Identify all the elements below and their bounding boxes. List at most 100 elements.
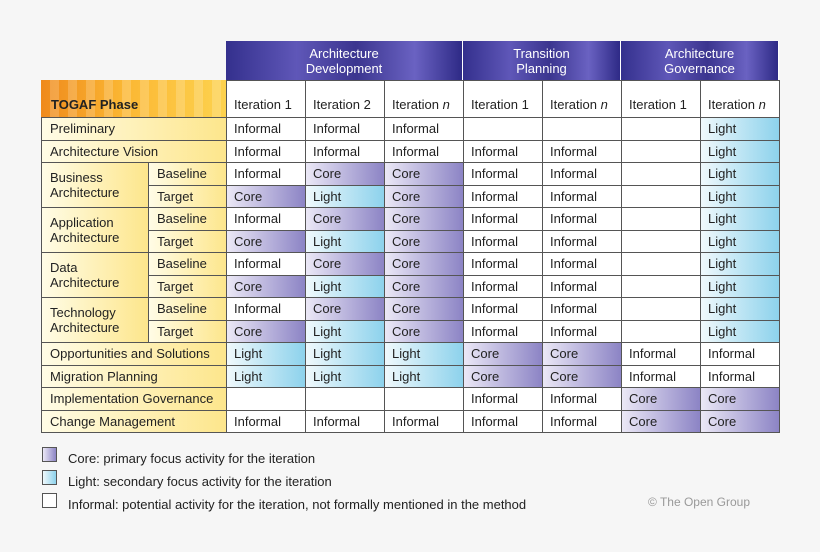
- table-cell: Core: [700, 387, 779, 410]
- iteration-word: Iteration: [471, 97, 518, 112]
- phase-label: Business Architecture: [41, 162, 148, 207]
- table-cell: Informal: [384, 139, 463, 162]
- table-cell: [621, 162, 700, 185]
- sub-phase-label: Baseline: [148, 162, 226, 185]
- table-cell: Informal: [463, 139, 542, 162]
- table-cell: Light: [700, 207, 779, 230]
- iteration-word: Iteration: [313, 97, 360, 112]
- table-cell: Informal: [226, 297, 305, 320]
- table-cell: Light: [305, 184, 384, 207]
- iteration-header: Iteration 1: [226, 80, 305, 117]
- phase-label: Data Architecture: [41, 252, 148, 297]
- legend-text: Informal: potential activity for the ite…: [68, 497, 527, 512]
- table-cell: Core: [384, 229, 463, 252]
- table-cell: Light: [700, 139, 779, 162]
- table-cell: Informal: [463, 229, 542, 252]
- iteration-index: 2: [363, 97, 371, 112]
- table-cell: Informal: [463, 274, 542, 297]
- table-cell: [463, 117, 542, 140]
- legend-swatch: [42, 470, 57, 485]
- phase-label: Implementation Governance: [41, 387, 226, 410]
- table-cell: Light: [700, 117, 779, 140]
- iteration-word: Iteration: [629, 97, 676, 112]
- iteration-word: Iteration: [392, 97, 439, 112]
- table-cell: Light: [305, 229, 384, 252]
- iteration-header: Iteration 1: [621, 80, 700, 117]
- table-cell: Informal: [226, 139, 305, 162]
- table-cell: Informal: [463, 207, 542, 230]
- table-cell: Informal: [700, 364, 779, 387]
- table-cell: Light: [700, 274, 779, 297]
- phase-label: Migration Planning: [41, 364, 226, 387]
- table-cell: Informal: [463, 297, 542, 320]
- table-cell: Light: [384, 342, 463, 365]
- sub-phase-label: Target: [148, 274, 226, 297]
- legend-swatch: [42, 493, 57, 508]
- phase-header: TOGAF Phase: [41, 80, 226, 117]
- table-cell: Informal: [226, 409, 305, 432]
- table-cell: Informal: [542, 139, 621, 162]
- table-cell: Informal: [542, 207, 621, 230]
- group-header-line: Development: [305, 61, 383, 76]
- table-cell: [621, 297, 700, 320]
- table-cell: Core: [384, 184, 463, 207]
- table-cell: Core: [463, 342, 542, 365]
- table-cell: Core: [384, 162, 463, 185]
- table-cell: [226, 387, 305, 410]
- table-cell: [621, 252, 700, 275]
- table-cell: Core: [305, 297, 384, 320]
- table-cell: Light: [700, 184, 779, 207]
- table-cell: Informal: [226, 252, 305, 275]
- group-header-line: Architecture: [664, 46, 735, 61]
- iteration-header: Iteration 1: [463, 80, 542, 117]
- copyright: © The Open Group: [648, 495, 751, 509]
- table-cell: Core: [700, 409, 779, 432]
- table-cell: Informal: [542, 409, 621, 432]
- table-cell: Core: [226, 274, 305, 297]
- table-cell: [621, 274, 700, 297]
- table-cell: Light: [226, 342, 305, 365]
- table-cell: Informal: [621, 342, 700, 365]
- table-cell: Light: [700, 252, 779, 275]
- iteration-header: Iteration n: [384, 80, 463, 117]
- iteration-index: 1: [679, 97, 687, 112]
- table-cell: [305, 387, 384, 410]
- table-cell: Informal: [621, 364, 700, 387]
- table-cell: Informal: [700, 342, 779, 365]
- table-cell: Core: [226, 184, 305, 207]
- table-cell: Light: [305, 342, 384, 365]
- table-cell: [542, 117, 621, 140]
- table-cell: Core: [384, 297, 463, 320]
- table-cell: [621, 319, 700, 342]
- table-cell: Light: [305, 364, 384, 387]
- group-header-line: Planning: [516, 61, 567, 76]
- table-cell: Light: [700, 319, 779, 342]
- iteration-word: Iteration: [708, 97, 755, 112]
- phase-label: Technology Architecture: [41, 297, 148, 342]
- table-cell: Core: [384, 207, 463, 230]
- table-cell: [621, 117, 700, 140]
- table-cell: Light: [700, 229, 779, 252]
- phase-label: Architecture Vision: [41, 139, 226, 162]
- phase-label: Preliminary: [41, 117, 226, 140]
- table-cell: Informal: [542, 229, 621, 252]
- table-cell: Core: [305, 207, 384, 230]
- table-cell: Informal: [226, 207, 305, 230]
- sub-phase-label: Baseline: [148, 252, 226, 275]
- table-cell: [621, 139, 700, 162]
- table-cell: Informal: [463, 319, 542, 342]
- iteration-index: n: [442, 97, 450, 112]
- group-header: Architecture Development: [226, 41, 463, 80]
- sub-phase-label: Target: [148, 184, 226, 207]
- legend-swatch: [42, 447, 57, 462]
- table-cell: Core: [542, 342, 621, 365]
- table-cell: Core: [621, 387, 700, 410]
- group-header-line: Architecture: [309, 46, 379, 61]
- iteration-word: Iteration: [550, 97, 597, 112]
- iteration-index: 1: [521, 97, 529, 112]
- table-cell: Informal: [463, 162, 542, 185]
- table-cell: Informal: [226, 117, 305, 140]
- table-cell: Informal: [542, 184, 621, 207]
- sub-phase-label: Target: [148, 229, 226, 252]
- table-cell: Light: [305, 274, 384, 297]
